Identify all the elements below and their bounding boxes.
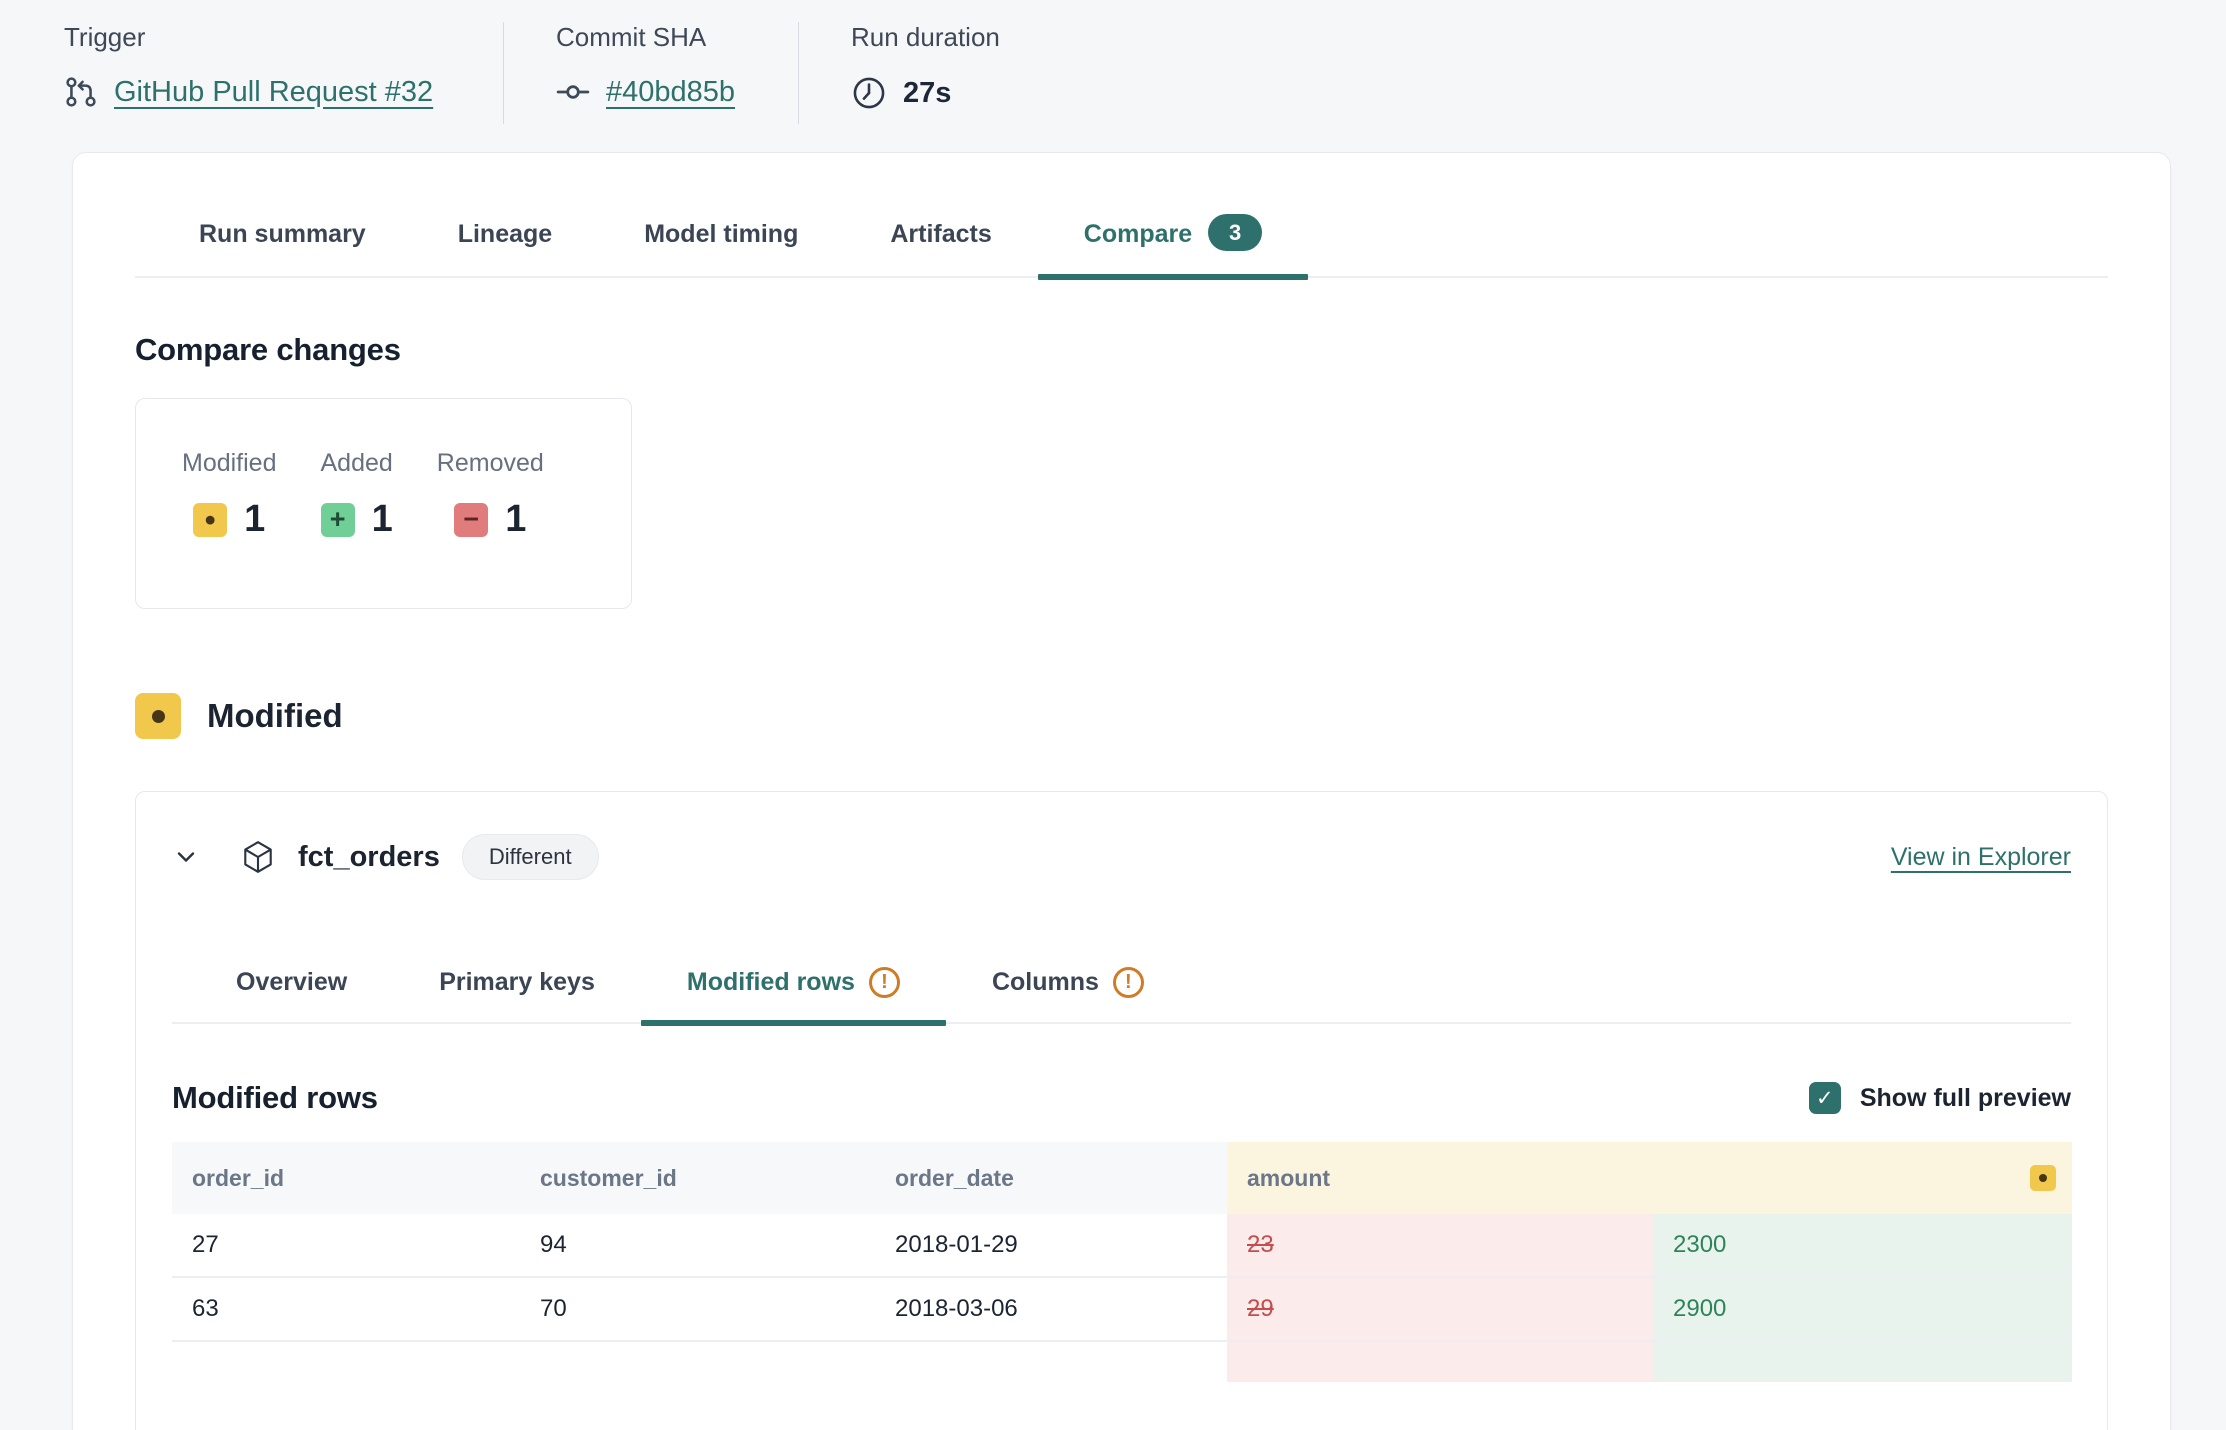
stat-added-label: Added bbox=[320, 449, 393, 477]
modified-section-header: Modified bbox=[135, 693, 2108, 739]
tab-artifacts[interactable]: Artifacts bbox=[890, 219, 992, 248]
pull-request-link[interactable]: GitHub Pull Request #32 bbox=[114, 75, 434, 108]
column-header-amount: amount bbox=[1227, 1142, 2072, 1214]
stat-modified-label: Modified bbox=[182, 449, 277, 477]
tab-model-timing[interactable]: Model timing bbox=[644, 219, 799, 248]
warning-icon: ! bbox=[868, 966, 900, 998]
view-in-explorer-link[interactable]: View in Explorer bbox=[1890, 842, 2071, 871]
tab-overview[interactable]: Overview bbox=[236, 968, 348, 996]
model-name: fct_orders bbox=[298, 840, 440, 873]
model-header-row: fct_orders Different View in Explorer bbox=[172, 834, 2071, 880]
tab-columns[interactable]: Columns ! bbox=[946, 966, 1190, 1022]
cell-amount-new: 2300 bbox=[1653, 1214, 2072, 1278]
cell-amount-old: 23 bbox=[1227, 1214, 1653, 1278]
cell-order-date: 2018-03-06 bbox=[875, 1277, 1227, 1342]
tab-lineage[interactable]: Lineage bbox=[457, 219, 553, 248]
stat-added-count: 1 bbox=[371, 498, 393, 540]
duration-value: 27s bbox=[903, 76, 952, 109]
modified-column-icon bbox=[2030, 1165, 2056, 1191]
commit-meta: Commit SHA #40bd85b bbox=[504, 22, 798, 109]
stat-removed-label: Removed bbox=[436, 449, 544, 477]
duration-label: Run duration bbox=[851, 22, 1000, 52]
modified-icon: • bbox=[193, 502, 228, 537]
table-row-partial bbox=[172, 1341, 2072, 1382]
model-tabs: Overview Primary keys Modified rows ! Co… bbox=[172, 966, 2071, 1026]
stat-modified: Modified • 1 bbox=[182, 449, 277, 608]
table-row: 27 94 2018-01-29 23 2300 bbox=[172, 1214, 2072, 1278]
column-header-customer-id: customer_id bbox=[520, 1142, 875, 1214]
run-header: Trigger GitHub Pull Request #32 Commit S… bbox=[0, 0, 2226, 152]
cell-order-id: 27 bbox=[172, 1214, 520, 1278]
run-tabs: Run summary Lineage Model timing Artifac… bbox=[135, 214, 2108, 280]
chevron-down-icon[interactable] bbox=[172, 843, 200, 871]
cell-amount-new: 2900 bbox=[1653, 1277, 2072, 1342]
show-full-preview-toggle[interactable]: ✓ Show full preview bbox=[1808, 1082, 2071, 1114]
compare-count-badge: 3 bbox=[1208, 214, 1263, 251]
tab-primary-keys[interactable]: Primary keys bbox=[439, 968, 595, 996]
table-row: 63 70 2018-03-06 29 2900 bbox=[172, 1277, 2072, 1342]
modified-section-title: Modified bbox=[207, 697, 343, 734]
show-full-preview-label: Show full preview bbox=[1859, 1083, 2071, 1112]
cell-order-id: 63 bbox=[172, 1277, 520, 1342]
status-badge: Different bbox=[461, 834, 599, 880]
stat-removed: Removed − 1 bbox=[437, 449, 544, 608]
run-detail-card: Run summary Lineage Model timing Artifac… bbox=[72, 152, 2171, 1430]
compare-changes-heading: Compare changes bbox=[135, 332, 401, 367]
pull-request-icon bbox=[64, 75, 98, 109]
tab-modified-rows[interactable]: Modified rows ! bbox=[640, 966, 946, 1026]
duration-meta: Run duration 27s bbox=[799, 22, 1000, 111]
tab-run-summary[interactable]: Run summary bbox=[199, 219, 366, 248]
cell-customer-id: 70 bbox=[520, 1277, 875, 1342]
column-header-order-id: order_id bbox=[172, 1142, 520, 1214]
checkbox-checked-icon[interactable]: ✓ bbox=[1808, 1082, 1841, 1114]
modified-rows-header: Modified rows ✓ Show full preview bbox=[172, 1080, 2071, 1116]
model-cube-icon bbox=[240, 839, 276, 875]
modified-rows-title: Modified rows bbox=[172, 1080, 378, 1115]
table-header-row: order_id customer_id order_date amount bbox=[172, 1142, 2072, 1214]
cell-amount-old: 29 bbox=[1227, 1277, 1653, 1342]
commit-sha-link[interactable]: #40bd85b bbox=[606, 75, 736, 108]
added-icon: + bbox=[320, 502, 355, 537]
column-header-order-date: order_date bbox=[875, 1142, 1227, 1214]
removed-icon: − bbox=[454, 502, 489, 537]
modified-rows-table: order_id customer_id order_date amount bbox=[172, 1142, 2072, 1382]
commit-icon bbox=[556, 75, 590, 109]
cell-customer-id: 94 bbox=[520, 1214, 875, 1278]
compare-summary-card: Modified • 1 Added + 1 Removed − 1 bbox=[135, 398, 632, 609]
header-divider bbox=[798, 22, 799, 124]
header-divider bbox=[503, 22, 504, 124]
commit-label: Commit SHA bbox=[556, 22, 707, 52]
trigger-label: Trigger bbox=[64, 22, 146, 52]
clock-icon bbox=[851, 75, 887, 111]
tab-compare[interactable]: Compare 3 bbox=[1037, 214, 1309, 280]
stat-removed-count: 1 bbox=[505, 498, 527, 540]
model-card-fct-orders: fct_orders Different View in Explorer Ov… bbox=[135, 791, 2108, 1430]
stat-added: Added + 1 bbox=[321, 449, 393, 608]
warning-icon: ! bbox=[1112, 966, 1144, 998]
trigger-meta: Trigger GitHub Pull Request #32 bbox=[64, 22, 503, 109]
stat-modified-count: 1 bbox=[244, 498, 266, 540]
modified-section-icon bbox=[135, 693, 181, 739]
cell-order-date: 2018-01-29 bbox=[875, 1214, 1227, 1278]
